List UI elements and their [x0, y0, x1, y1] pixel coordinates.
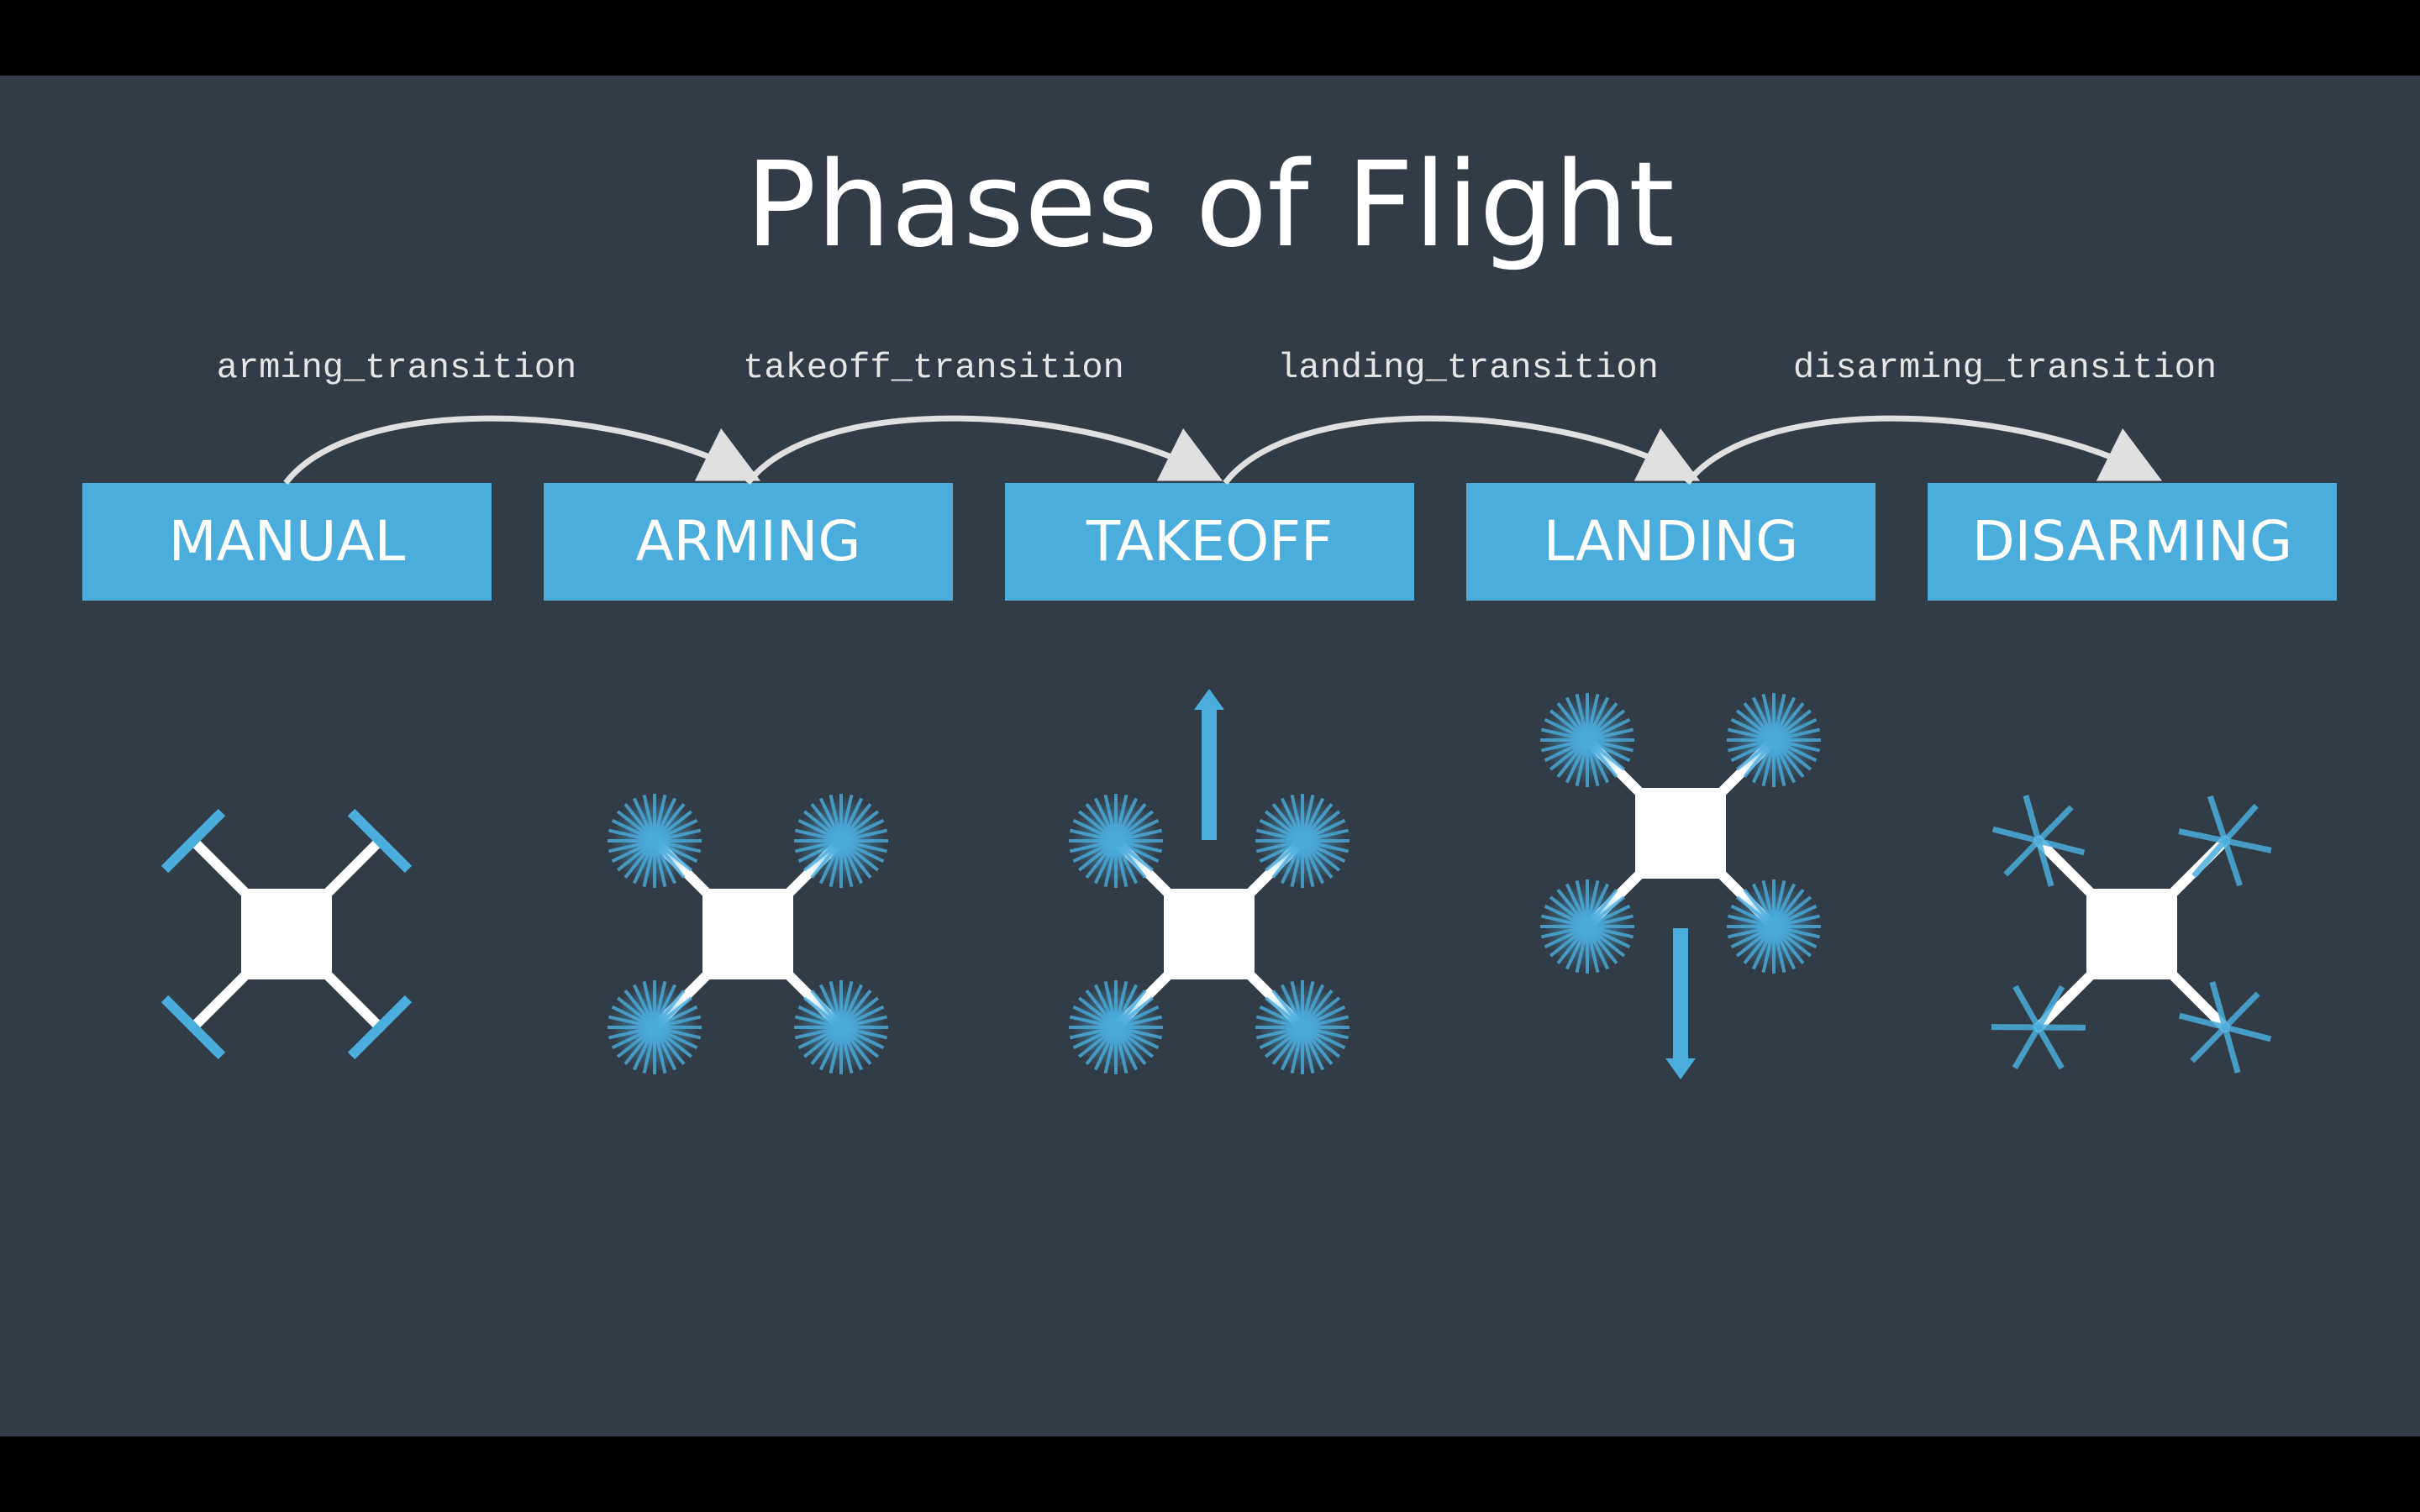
state-box-landing: LANDING [1466, 483, 1876, 601]
rotor-spinning-icon [1540, 879, 1634, 974]
drone-takeoff [1069, 689, 1349, 1074]
rotor-slowing-icon [1991, 984, 2086, 1070]
drone-body [702, 889, 793, 979]
transition-arrow-takeoff [745, 415, 1223, 486]
rotor-spinning-icon [1727, 693, 1821, 787]
drone-body [2086, 889, 2177, 979]
transition-label-landing: landing_transition [1277, 348, 1659, 388]
rotor-spinning-icon [1255, 794, 1349, 888]
rotor-slowing-icon [2178, 981, 2272, 1074]
letterbox-top [0, 0, 2420, 76]
arrow-up-icon [1194, 689, 1224, 840]
transition-label-arming: arming_transition [216, 348, 577, 388]
drone-arming [608, 794, 888, 1074]
rotor-idle-icon [347, 995, 413, 1060]
transition-label-takeoff: takeoff_transition [743, 348, 1124, 388]
transition-arrow-disarming [1685, 415, 2163, 486]
rotor-spinning-icon [1069, 980, 1163, 1074]
rotor-spinning-icon [1069, 794, 1163, 888]
page-title: Phases of Flight [745, 137, 1675, 274]
transition-arrow-arming [283, 415, 761, 486]
rotor-idle-icon [160, 995, 226, 1060]
letterbox-bottom [0, 1436, 2420, 1512]
rotor-spinning-icon [1540, 693, 1634, 787]
rotor-spinning-icon [794, 794, 888, 888]
drone-body [1635, 788, 1726, 879]
drone-manual [160, 808, 413, 1060]
rotor-slowing-icon [1991, 795, 2086, 887]
rotor-spinning-icon [794, 980, 888, 1074]
drone-landing [1540, 693, 1821, 1079]
rotor-spinning-icon [608, 980, 702, 1074]
drone-body [241, 889, 332, 979]
rotor-idle-icon [160, 808, 226, 874]
rotor-spinning-icon [1727, 879, 1821, 974]
state-box-disarming: DISARMING [1928, 483, 2337, 601]
rotor-slowing-icon [2178, 795, 2272, 887]
arrow-down-icon [1665, 928, 1696, 1079]
state-box-arming: ARMING [544, 483, 953, 601]
rotor-idle-icon [347, 808, 413, 874]
transition-arrow-landing [1223, 415, 1701, 486]
state-box-takeoff: TAKEOFF [1005, 483, 1414, 601]
rotor-spinning-icon [1255, 980, 1349, 1074]
transition-label-disarming: disarming_transition [1792, 348, 2217, 388]
drone-body [1164, 889, 1255, 979]
rotor-spinning-icon [608, 794, 702, 888]
drone-disarming [1991, 795, 2272, 1074]
state-box-manual: MANUAL [82, 483, 492, 601]
